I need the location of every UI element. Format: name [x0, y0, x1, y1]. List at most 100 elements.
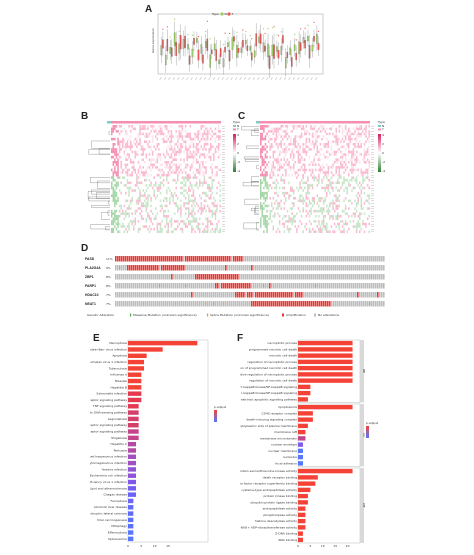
heatmap-cell	[172, 155, 174, 159]
heatmap-cell	[161, 197, 163, 200]
heatmap-cell	[357, 127, 360, 131]
heatmap-cell	[326, 148, 328, 151]
heatmap-cell	[122, 163, 124, 167]
heatmap-cell	[294, 153, 297, 156]
heatmap-cell	[186, 204, 189, 208]
heatmap-cell	[216, 186, 218, 190]
heatmap-cell	[194, 215, 196, 218]
heatmap-cell	[365, 143, 367, 146]
heatmap-cell	[111, 202, 113, 205]
heatmap-cell	[189, 158, 192, 162]
heatmap-cell	[167, 150, 170, 154]
heatmap-cell	[324, 132, 327, 136]
heatmap-cell	[129, 186, 132, 190]
heatmap-cell	[133, 230, 135, 234]
heatmap-cell	[140, 197, 143, 200]
heatmap-cell	[355, 181, 358, 185]
heatmap-cell	[311, 130, 314, 133]
heatmap-cell	[112, 225, 115, 228]
heatmap-cell	[299, 127, 301, 131]
heatmap-cell	[123, 163, 126, 167]
heatmap-cell	[189, 197, 192, 200]
heatmap-cell	[133, 222, 135, 226]
heatmap-cell	[111, 158, 113, 162]
heatmap-cell	[123, 209, 126, 213]
panel-b-legend-t-swatch	[233, 128, 236, 131]
heatmap-cell	[203, 230, 206, 234]
heatmap-cell	[158, 125, 160, 128]
heatmap-cell	[140, 184, 143, 187]
heatmap-cell	[144, 220, 146, 223]
heatmap-cell	[175, 125, 178, 128]
heatmap-cell	[283, 181, 286, 185]
heatmap-cell	[144, 132, 146, 136]
heatmap-cell	[147, 130, 149, 133]
heatmap-cell	[126, 191, 129, 195]
heatmap-cell	[357, 158, 360, 162]
box	[273, 44, 275, 59]
heatmap-cell	[316, 173, 319, 177]
heatmap-cell	[133, 166, 135, 169]
heatmap-cell	[144, 158, 146, 162]
heatmap-cell	[304, 173, 306, 177]
heatmap-cell	[150, 222, 152, 226]
heatmap-cell	[263, 176, 265, 180]
heatmap-cell	[299, 186, 301, 190]
heatmap-cell	[120, 225, 123, 228]
heatmap-cell	[199, 202, 201, 205]
heatmap-cell	[150, 220, 152, 223]
heatmap-cell	[348, 155, 350, 159]
heatmap-cell	[271, 181, 273, 185]
heatmap-cell	[286, 137, 289, 141]
heatmap-cell	[272, 158, 275, 162]
heatmap-cell	[118, 132, 121, 136]
heatmap-cell	[134, 125, 137, 128]
heatmap-cell	[302, 155, 305, 159]
heatmap-cell	[305, 173, 308, 177]
heatmap-cell	[140, 191, 143, 195]
heatmap-cell	[118, 197, 121, 200]
heatmap-cell	[211, 140, 214, 144]
heatmap-cell	[294, 168, 297, 172]
heatmap-cell	[297, 155, 300, 159]
heatmap-cell	[288, 186, 290, 190]
heatmap-cell	[194, 209, 196, 213]
heatmap-cell	[324, 166, 327, 169]
heatmap-cell	[170, 220, 173, 223]
heatmap-cell	[139, 166, 141, 169]
heatmap-cell	[161, 230, 163, 234]
heatmap-cell	[172, 150, 174, 154]
heatmap-cell	[199, 153, 201, 156]
heatmap-cell	[285, 150, 287, 154]
heatmap-cell	[112, 220, 115, 223]
heatmap-cell	[153, 158, 156, 162]
heatmap-cell	[360, 153, 363, 156]
heatmap-cell	[203, 215, 206, 218]
heatmap-cell	[192, 207, 195, 210]
heatmap-cell	[341, 153, 344, 156]
heatmap-cell	[133, 202, 135, 205]
heatmap-cell	[344, 179, 347, 182]
heatmap-cell	[202, 225, 204, 228]
gene-tick-label: —	[300, 76, 305, 81]
heatmap-cell	[305, 158, 308, 162]
heatmap-cell	[145, 153, 148, 156]
heatmap-cell	[351, 173, 353, 177]
heatmap-cell	[368, 125, 371, 128]
heatmap-cell	[329, 143, 331, 146]
heatmap-cell	[159, 153, 162, 156]
panel-b-heatmap-cells: ————————————————————————————————————————…	[111, 124, 225, 233]
heatmap-cell	[315, 176, 317, 180]
heatmap-cell	[214, 181, 217, 185]
heatmap-cell	[305, 176, 308, 180]
heatmap-cell	[164, 222, 167, 226]
row-gene-label: —	[371, 137, 374, 141]
heatmap-cell	[181, 155, 184, 159]
heatmap-cell	[219, 163, 222, 167]
heatmap-cell	[338, 161, 341, 164]
heatmap-cell	[197, 127, 200, 131]
heatmap-cell	[316, 125, 319, 128]
heatmap-cell	[188, 181, 190, 185]
heatmap-cell	[191, 145, 193, 149]
heatmap-cell	[184, 132, 187, 136]
